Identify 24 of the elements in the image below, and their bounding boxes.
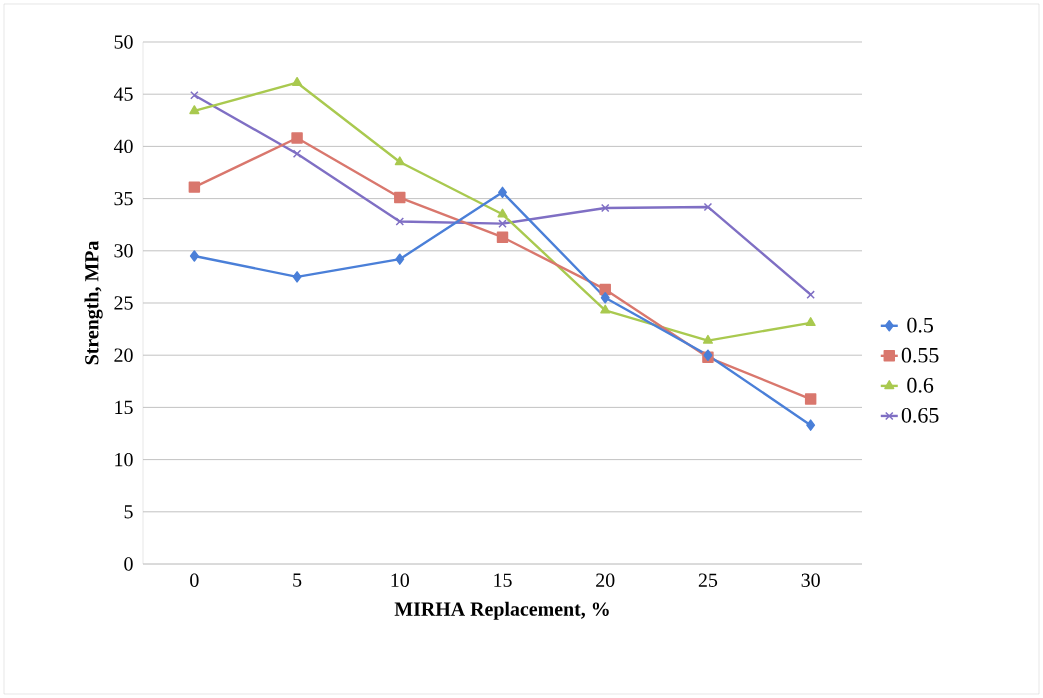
legend-label: 0.65 [901,407,939,423]
y-tick-label: 35 [114,191,133,206]
y-tick-label: 45 [113,87,133,101]
y-tick-label: 0 [124,557,133,571]
y-tick-label: 50 [114,35,133,49]
x-tick-label: 10 [391,573,409,587]
y-tick-label: 30 [114,244,133,258]
y-tick-label: 20 [114,348,133,362]
legend-label: 0.5 [907,317,933,333]
x-tick-label: 15 [494,573,512,587]
x-tick-label: 5 [293,573,302,587]
y-tick-label: 15 [115,400,133,415]
x-tick-label: 20 [596,573,615,587]
x-tick-label: 30 [801,573,820,587]
y-axis-title: Strength, MPa [84,240,103,365]
legend-label: 0.6 [907,377,934,393]
x-tick-label: 25 [698,573,718,587]
y-tick-label: 5 [124,505,133,519]
y-tick-label: 40 [113,139,133,154]
x-tick-label: 0 [190,573,199,587]
x-axis-title: MIRHA Replacement, % [394,601,609,620]
y-tick-label: 25 [114,296,133,310]
y-tick-label: 10 [115,452,133,467]
legend-label: 0.55 [901,347,939,363]
